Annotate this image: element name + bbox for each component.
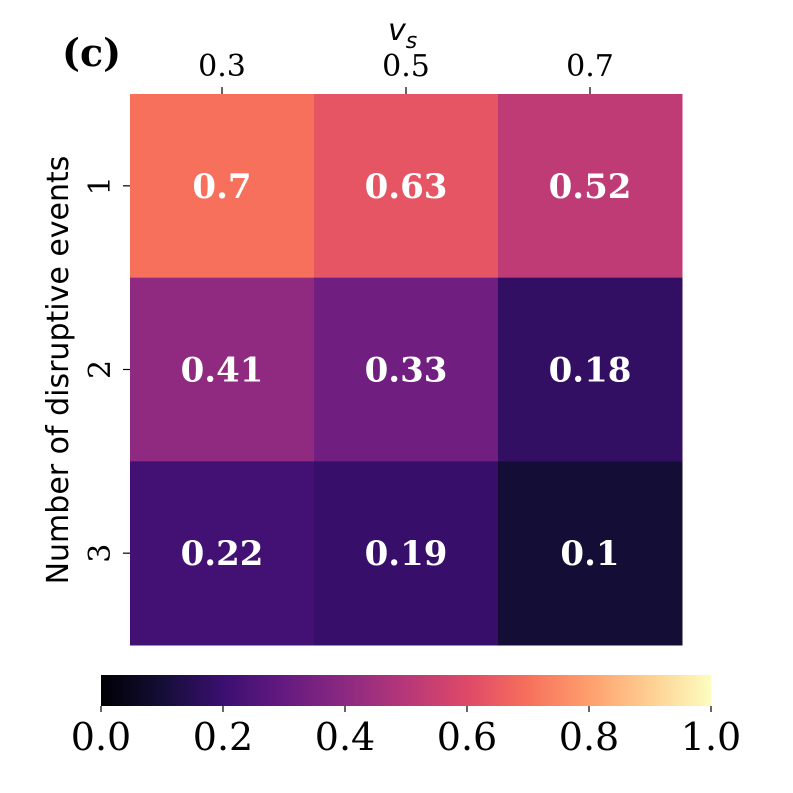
colorbar-tick-label: 0.6 (437, 715, 497, 759)
cell-value-label: 0.18 (549, 351, 632, 391)
cell-value-label: 0.63 (365, 167, 448, 207)
cell-value-label: 0.7 (192, 167, 251, 207)
heatmap-cell (130, 277, 315, 462)
y-tick-label: 3 (83, 544, 118, 563)
cell-value-label: 0.41 (181, 351, 264, 391)
panel-label: (c) (62, 30, 121, 75)
x-tick-label: 0.5 (382, 49, 430, 84)
heatmap-cell (314, 94, 499, 279)
colorbar-tick-label: 1.0 (681, 715, 741, 759)
heatmap-cell (130, 94, 315, 279)
colorbar-tick-label: 0.0 (71, 715, 131, 759)
heatmap-cell (498, 461, 683, 646)
cell-value-label: 0.52 (549, 167, 632, 207)
y-axis-label: Number of disruptive events (41, 156, 76, 585)
heatmap-cell (498, 277, 683, 462)
cell-value-label: 0.33 (365, 351, 448, 391)
colorbar-tick-label: 0.4 (315, 715, 375, 759)
x-tick-label: 0.7 (566, 49, 614, 84)
x-axis-label: vs (388, 13, 417, 54)
heatmap-cell (130, 461, 315, 646)
cell-value-label: 0.19 (365, 534, 448, 574)
cell-value-label: 0.1 (560, 534, 619, 574)
x-axis-label-sub: s (406, 29, 417, 54)
colorbar-tick-label: 0.2 (193, 715, 253, 759)
cell-value-label: 0.22 (181, 534, 264, 574)
colorbar-tick-label: 0.8 (559, 715, 619, 759)
colorbar (101, 675, 711, 706)
x-tick-label: 0.3 (198, 49, 246, 84)
heatmap-cell (314, 461, 499, 646)
heatmap-cell (498, 94, 683, 279)
heatmap-cell (314, 277, 499, 462)
x-axis-label-main: v (388, 13, 407, 48)
y-tick-label: 2 (83, 360, 118, 379)
y-tick-label: 1 (83, 176, 118, 195)
